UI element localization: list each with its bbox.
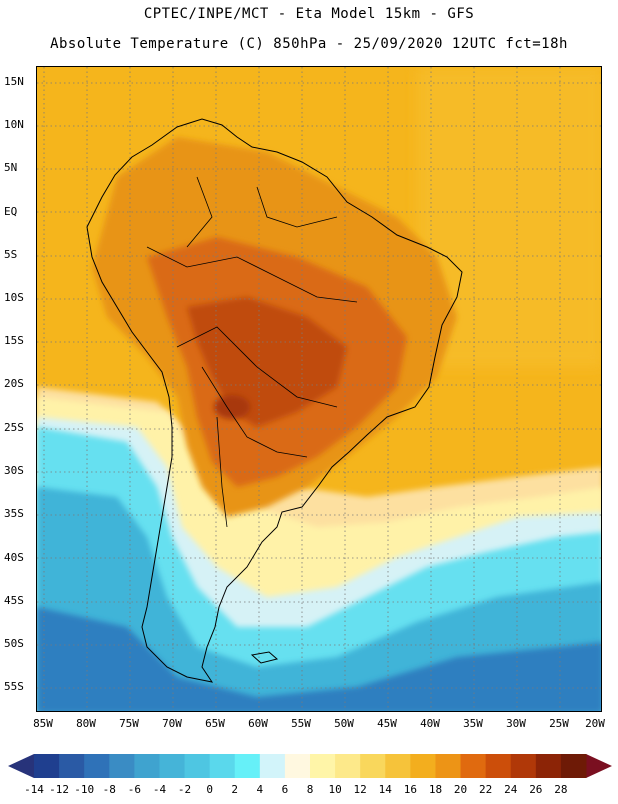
colorbar-cell <box>310 754 336 778</box>
lat-label: 5N <box>4 161 18 174</box>
country-borders <box>146 176 358 528</box>
map-title-line2: Absolute Temperature (C) 850hPa - 25/09/… <box>50 36 568 52</box>
colorbar-cell <box>435 754 462 778</box>
lat-label: 30S <box>4 464 24 477</box>
colorbar-cell <box>134 754 160 778</box>
map-title-line1: CPTEC/INPE/MCT - Eta Model 15km - GFS <box>143 6 475 22</box>
colorbar-label: 16 <box>403 783 417 796</box>
lon-label: 75W <box>119 717 139 730</box>
colorbar-label: -8 <box>102 783 116 796</box>
temperature-map <box>36 66 602 712</box>
colorbar-label: 12 <box>353 783 367 796</box>
lon-label: 25W <box>549 717 569 730</box>
colorbar-label: -12 <box>49 783 70 796</box>
colorbar-cell <box>460 754 487 778</box>
colorbar-cell <box>535 754 562 778</box>
colorbar-cell <box>284 754 311 778</box>
colorbar-label: 24 <box>504 783 518 796</box>
falkland-islands <box>250 651 279 664</box>
lon-label: 55W <box>291 717 311 730</box>
colorbar-cell <box>360 754 386 778</box>
lat-label: 10N <box>4 118 24 131</box>
lat-label: EQ <box>4 205 18 218</box>
lon-label: 60W <box>248 717 268 730</box>
south-america-coastline <box>86 118 463 683</box>
lat-label: 20S <box>4 377 24 390</box>
lon-label: 80W <box>76 717 96 730</box>
lat-label: 45S <box>4 594 24 607</box>
colorbar-label: 10 <box>328 783 342 796</box>
lat-label: 55S <box>4 680 24 693</box>
colorbar <box>0 750 618 800</box>
lat-label: 10S <box>4 291 24 304</box>
colorbar-underflow-triangle <box>8 754 34 778</box>
lon-label: 40W <box>420 717 440 730</box>
colorbar-cell <box>234 754 261 778</box>
colorbar-cell <box>209 754 236 778</box>
colorbar-cell <box>510 754 537 778</box>
colorbar-cell <box>34 754 60 778</box>
field-cold-band-deep <box>37 487 601 711</box>
lon-label: 30W <box>506 717 526 730</box>
colorbar-label: -4 <box>152 783 167 796</box>
colorbar-label: -2 <box>177 783 192 796</box>
lon-label: 65W <box>205 717 225 730</box>
colorbar-label: 0 <box>206 783 213 796</box>
lon-label: 20W <box>585 717 605 730</box>
colorbar-label: -14 <box>24 783 44 796</box>
colorbar-label: -10 <box>74 783 95 796</box>
colorbar-overflow-triangle <box>586 754 612 778</box>
colorbar-label: 26 <box>529 783 543 796</box>
colorbar-cell <box>184 754 211 778</box>
colorbar-label: 18 <box>428 783 443 796</box>
colorbar-label: 22 <box>479 783 493 796</box>
colorbar-label: 20 <box>453 783 468 796</box>
colorbar-cell <box>485 754 512 778</box>
colorbar-cell <box>560 754 587 778</box>
lat-label: 5S <box>4 248 18 261</box>
colorbar-label: 14 <box>378 783 392 796</box>
colorbar-cell <box>159 754 186 778</box>
lat-label: 15N <box>4 75 24 88</box>
colorbar-cell <box>109 754 135 778</box>
lat-label: 25S <box>4 421 24 434</box>
colorbar-cell <box>410 754 436 778</box>
colorbar-label: 2 <box>231 783 239 796</box>
field-far-south <box>37 607 601 711</box>
colorbar-cell <box>84 754 110 778</box>
lat-label: 40S <box>4 551 24 564</box>
lat-label: 35S <box>4 507 24 520</box>
lon-label: 70W <box>162 717 182 730</box>
lon-label: 50W <box>334 717 354 730</box>
colorbar-label: 4 <box>256 783 264 796</box>
field-core-hottest <box>187 297 347 427</box>
colorbar-label: -6 <box>127 783 141 796</box>
colorbar-cell <box>259 754 286 778</box>
lon-label: 45W <box>377 717 397 730</box>
colorbar-cell <box>59 754 85 778</box>
field-hot-spot <box>214 395 250 419</box>
colorbar-label: 8 <box>306 783 314 796</box>
colorbar-cell <box>385 754 411 778</box>
lat-label: 15S <box>4 334 24 347</box>
lat-label: 50S <box>4 637 24 650</box>
colorbar-cell <box>335 754 361 778</box>
lon-label: 85W <box>33 717 53 730</box>
lon-label: 35W <box>463 717 483 730</box>
colorbar-label: 28 <box>554 783 568 796</box>
colorbar-label: 6 <box>281 783 289 796</box>
